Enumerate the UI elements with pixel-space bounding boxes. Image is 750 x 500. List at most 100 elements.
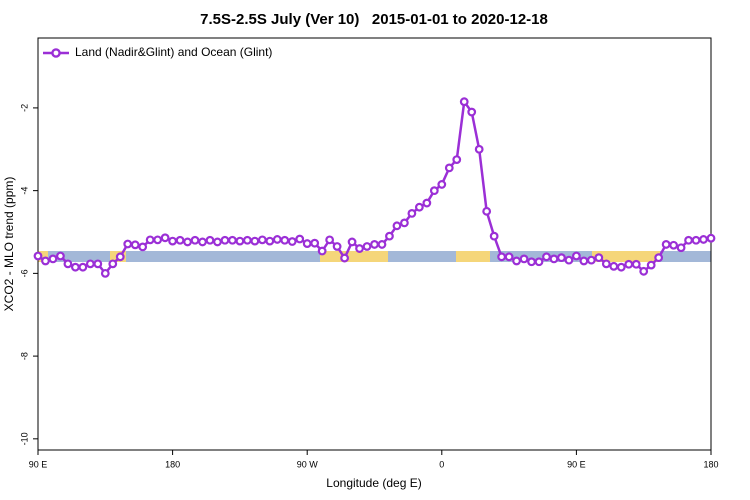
data-point — [542, 252, 551, 262]
data-point — [527, 257, 536, 267]
data-point — [138, 242, 148, 252]
data-point — [497, 252, 507, 262]
data-point — [579, 256, 589, 266]
data-point — [78, 262, 88, 272]
data-point — [56, 251, 65, 261]
data-point — [489, 231, 499, 241]
y-tick-label: -6 — [19, 269, 29, 277]
data-point — [699, 235, 708, 244]
data-point — [519, 254, 529, 264]
data-point — [684, 235, 693, 245]
y-tick-label: -4 — [19, 187, 29, 195]
data-point — [594, 253, 604, 263]
data-point — [340, 253, 349, 263]
data-point — [280, 235, 290, 245]
data-point — [70, 262, 80, 272]
data-point — [676, 243, 686, 253]
x-axis-label: Longitude (deg E) — [326, 476, 421, 490]
data-point — [549, 254, 559, 264]
data-point — [400, 218, 409, 228]
land-band — [320, 251, 388, 262]
data-point — [347, 237, 357, 247]
data-point — [437, 180, 447, 189]
data-point — [654, 253, 664, 263]
data-point — [325, 235, 335, 245]
data-point — [250, 236, 260, 246]
data-point — [444, 163, 454, 173]
data-point — [265, 236, 275, 246]
land-band — [456, 251, 490, 262]
data-point — [295, 234, 305, 244]
chart-title: 7.5S-2.5S July (Ver 10) 2015-01-01 to 20… — [200, 11, 548, 28]
data-point — [586, 255, 596, 265]
land-band — [38, 251, 48, 262]
legend-label: Land (Nadir&Glint) and Ocean (Glint) — [75, 45, 272, 59]
data-point — [228, 235, 237, 245]
data-point — [302, 239, 312, 248]
data-point — [175, 235, 185, 245]
data-point — [183, 237, 192, 247]
data-point — [414, 202, 424, 212]
data-point — [631, 259, 641, 269]
data-point — [355, 244, 364, 253]
data-point — [100, 268, 110, 278]
data-point — [512, 256, 521, 266]
data-point — [601, 259, 611, 269]
plot-frame — [37, 37, 712, 451]
data-point — [646, 260, 656, 270]
data-point — [213, 237, 222, 247]
data-point — [370, 240, 379, 249]
y-tick-label: -8 — [19, 352, 29, 360]
data-point — [557, 253, 566, 263]
x-tick-label: 180 — [165, 459, 180, 469]
legend-marker — [51, 48, 61, 58]
data-point — [205, 235, 215, 245]
data-point — [190, 235, 200, 245]
data-point — [362, 242, 372, 251]
x-tick-label: 90 E — [567, 459, 586, 469]
data-point — [332, 242, 342, 251]
data-point — [310, 238, 320, 248]
data-point — [669, 240, 679, 250]
data-point — [385, 231, 394, 241]
data-point — [235, 236, 245, 246]
data-point — [93, 259, 103, 269]
y-tick-label: -10 — [19, 432, 29, 445]
data-point — [639, 266, 649, 276]
data-point — [482, 206, 492, 216]
data-point — [691, 235, 701, 245]
data-point — [272, 235, 282, 244]
data-point — [33, 251, 43, 261]
data-point — [377, 240, 387, 249]
data-point — [160, 233, 170, 243]
data-point — [429, 186, 439, 196]
data-point — [220, 235, 230, 245]
data-point — [422, 198, 432, 208]
data-point — [624, 259, 634, 269]
data-point — [407, 208, 417, 218]
data-point — [168, 236, 178, 246]
data-point — [474, 144, 484, 154]
data-point — [63, 259, 73, 269]
surface-band — [38, 251, 711, 262]
data-point — [392, 221, 402, 231]
x-tick-label: 0 — [439, 459, 444, 469]
x-tick-label: 90 E — [29, 459, 48, 469]
data-point — [287, 237, 297, 246]
data-point — [572, 251, 581, 261]
data-point — [661, 240, 671, 249]
data-point — [115, 252, 125, 262]
land-band — [592, 251, 660, 262]
data-point — [459, 97, 469, 107]
data-point — [257, 235, 267, 245]
data-point — [452, 155, 462, 165]
data-point — [467, 107, 477, 117]
data-point — [130, 240, 140, 250]
data-point — [317, 246, 327, 256]
data-point — [123, 239, 133, 249]
data-point — [534, 257, 544, 267]
data-point — [609, 261, 619, 271]
data-point — [706, 233, 716, 243]
